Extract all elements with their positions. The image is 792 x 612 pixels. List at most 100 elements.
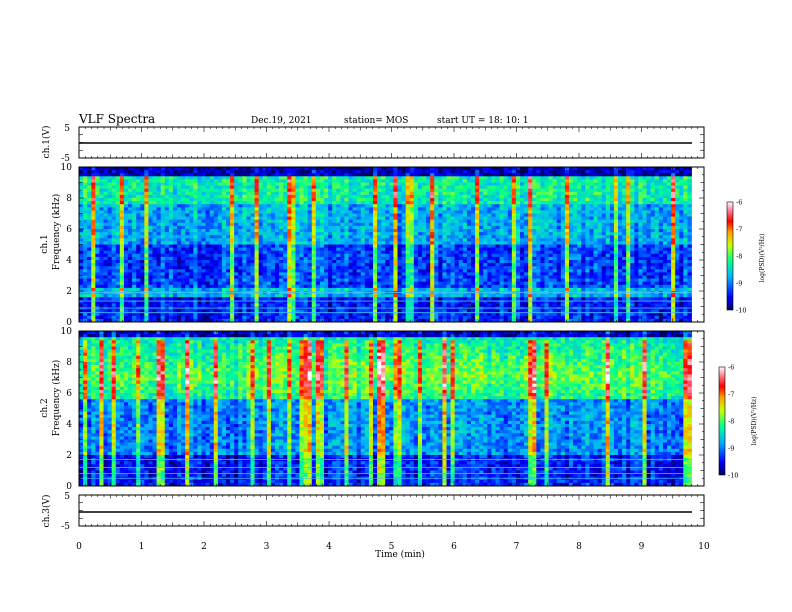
ch1-spectrogram-cell bbox=[442, 170, 447, 174]
ch1-spectrogram-cell bbox=[319, 188, 325, 193]
ch1-spectrogram-cell bbox=[107, 176, 113, 180]
ch1-spectrogram-cell bbox=[279, 229, 284, 233]
ch1-spectrogram-cell bbox=[172, 207, 178, 211]
ch1-spectrogram-cell bbox=[319, 216, 325, 221]
ch1-spectrogram-cell bbox=[638, 185, 643, 190]
ch1-spectrogram-cell bbox=[144, 219, 149, 224]
ch1-spectrogram-cell bbox=[650, 210, 656, 214]
ch1-spectrogram-cell bbox=[193, 244, 198, 248]
ch1-spectrogram-cell bbox=[654, 188, 660, 193]
ch1-spectrogram-cell bbox=[324, 207, 329, 211]
ch1-spectrogram-cell bbox=[140, 219, 145, 224]
ch1-spectrogram-cell bbox=[287, 173, 292, 177]
ch1-spectrogram-cell bbox=[642, 232, 647, 236]
ch1-spectrogram-cell bbox=[532, 207, 537, 211]
ch1-spectrogram-cell bbox=[340, 232, 345, 236]
ch1-spectrogram-cell bbox=[552, 188, 558, 193]
ch1-spectrogram-cell bbox=[675, 260, 680, 264]
ch1-spectrogram-cell bbox=[503, 204, 509, 208]
ch1-spectrogram-cell bbox=[340, 185, 345, 190]
ch1-spectrogram-cell bbox=[638, 235, 643, 239]
ch1-spectrogram-cell bbox=[311, 263, 317, 267]
ch1-spectrogram-cell bbox=[573, 204, 578, 208]
ch1-spectrogram-cell bbox=[307, 256, 313, 261]
ch1-spectrogram-cell bbox=[356, 241, 362, 245]
ch1-spectrogram-cell bbox=[577, 244, 582, 248]
ch1-spectrogram-cell bbox=[311, 219, 317, 224]
ch1-spectrogram-cell bbox=[234, 247, 239, 252]
ch1-spectrogram-cell bbox=[156, 263, 162, 267]
ch1-spectrogram-cell bbox=[79, 176, 84, 180]
ch1-spectrogram-cell bbox=[548, 198, 554, 202]
ch1-spectrogram-cell bbox=[511, 222, 517, 227]
ch1-spectrogram-cell bbox=[683, 173, 688, 177]
ch1-spectrogram-cell bbox=[564, 167, 570, 171]
ch1-spectrogram-cell bbox=[79, 225, 84, 230]
ch1-spectrogram-cell bbox=[544, 185, 549, 190]
ch1-spectrogram-cell bbox=[79, 207, 84, 211]
ch1-spectrogram-cell bbox=[585, 176, 590, 180]
ch1-spectrogram-cell bbox=[340, 213, 345, 217]
ch1-spectrogram-cell bbox=[185, 247, 190, 252]
ch1-spectrogram-cell bbox=[385, 260, 390, 264]
ch1-spectrogram-cell bbox=[597, 210, 603, 214]
ch1-spectrogram-cell bbox=[381, 247, 386, 252]
ch1-spectrogram-cell bbox=[401, 247, 407, 252]
ch1-spectrogram-cell bbox=[332, 179, 337, 183]
ch1-spectrogram-cell bbox=[83, 179, 88, 183]
ch1-spectrogram-cell bbox=[197, 176, 202, 180]
ch1-spectrogram-cell bbox=[483, 229, 488, 233]
ch1-spectrogram-cell bbox=[193, 229, 198, 233]
ch1-spectrogram-cell bbox=[368, 188, 374, 193]
ch1-spectrogram-cell bbox=[234, 167, 239, 171]
ch1-spectrogram-cell bbox=[311, 213, 317, 217]
ch1-spectrogram-cell bbox=[201, 191, 206, 196]
ch1-spectrogram-cell bbox=[634, 225, 639, 230]
ch1-spectrogram-cell bbox=[234, 198, 239, 202]
ch1-spectrogram-cell bbox=[287, 191, 292, 196]
ch1-spectrogram-cell bbox=[262, 170, 268, 174]
ch1-spectrogram-cell bbox=[552, 253, 558, 258]
ch1-spectrogram-cell bbox=[201, 256, 206, 261]
ch1-spectrogram-cell bbox=[352, 182, 358, 186]
ch1-spectrogram-cell bbox=[397, 253, 402, 258]
ch1-spectrogram-cell bbox=[291, 179, 296, 183]
ch1-spectrogram-cell bbox=[450, 229, 456, 233]
ch1-spectrogram-cell bbox=[450, 256, 456, 261]
ch1-spectrogram-cell bbox=[123, 238, 129, 242]
ch1-spectrogram-cell bbox=[307, 210, 313, 214]
ch1-spectrogram-cell bbox=[597, 213, 603, 217]
ch1-spectrogram-cell bbox=[462, 219, 468, 224]
ch1-spectrogram-cell bbox=[393, 213, 398, 217]
ch1-spectrogram-cell bbox=[242, 179, 247, 183]
ch1-spectrogram-cell bbox=[393, 238, 398, 242]
ch1-spectrogram-cell bbox=[83, 232, 88, 236]
ch1-spectrogram-cell bbox=[270, 185, 276, 190]
ch1-spectrogram-cell bbox=[601, 210, 607, 214]
ch1-spectrogram-cell bbox=[450, 232, 456, 236]
ch1-spectrogram-cell bbox=[389, 219, 394, 224]
ch1-spectrogram-cell bbox=[397, 204, 402, 208]
ch1-spectrogram-cell bbox=[540, 244, 545, 248]
ch1-spectrogram-cell bbox=[430, 194, 435, 199]
ch1-spectrogram-cell bbox=[303, 238, 309, 242]
ch1-spectrogram-cell bbox=[426, 238, 431, 242]
ch1-spectrogram-cell bbox=[687, 232, 692, 236]
ch1-spectrogram-cell bbox=[577, 176, 582, 180]
ch1-spectrogram-cell bbox=[119, 256, 125, 261]
ch1-spectrogram-cell bbox=[315, 207, 321, 211]
ch1-spectrogram-cell bbox=[185, 173, 190, 177]
ch1-spectrogram-cell bbox=[507, 185, 513, 190]
ch1-spectrogram-cell bbox=[242, 204, 247, 208]
ch1-spectrogram-cell bbox=[87, 198, 92, 202]
ch1-spectrogram-cell bbox=[650, 198, 656, 202]
ch1-spectrogram-cell bbox=[417, 247, 423, 252]
ch1-spectrogram-cell bbox=[405, 179, 411, 183]
ch1-spectrogram-cell bbox=[446, 253, 451, 258]
ch1-spectrogram-cell bbox=[103, 170, 108, 174]
ch1-spectrogram-cell bbox=[426, 219, 431, 224]
ch1-spectrogram-cell bbox=[377, 241, 382, 245]
ch1-spectrogram-cell bbox=[230, 238, 235, 242]
ch1-spectrogram-cell bbox=[442, 260, 447, 264]
ch1-spectrogram-cell bbox=[213, 194, 219, 199]
